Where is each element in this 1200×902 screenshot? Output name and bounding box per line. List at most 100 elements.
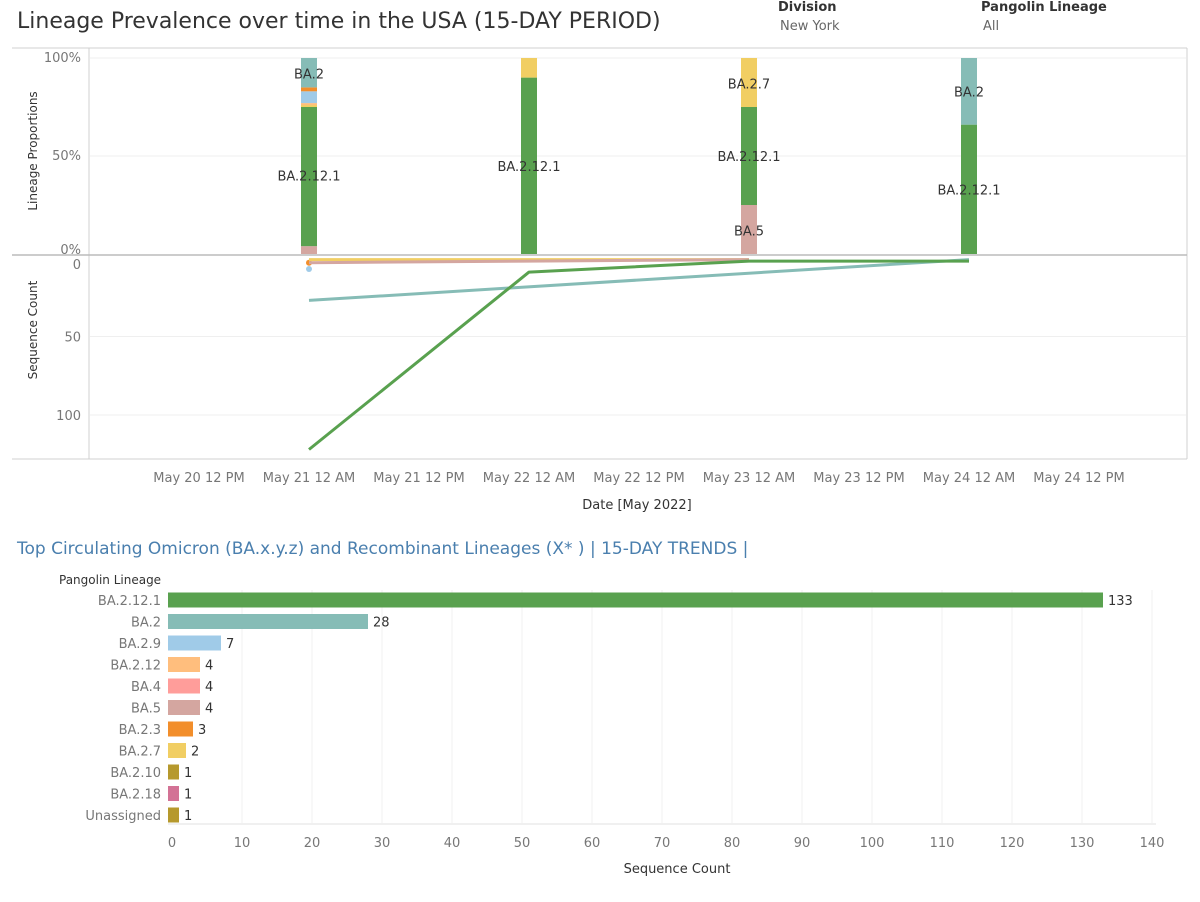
bar-unassigned (168, 807, 179, 823)
bar-ba-2-7 (168, 743, 186, 758)
bar-ba-2 (168, 614, 368, 629)
stack-segment-ba-2 (961, 58, 977, 125)
bar-x-tick-label: 110 (930, 836, 955, 851)
bar-value-label: 4 (205, 659, 213, 674)
proportion-tick-label: 100% (44, 51, 81, 66)
lineage-filter-label: Pangolin Lineage (981, 0, 1107, 15)
date-tick-label: May 24 12 AM (923, 471, 1015, 486)
bar-category-label: BA.4 (131, 680, 161, 695)
bar-category-label: BA.2 (131, 616, 161, 631)
date-tick-label: May 21 12 PM (373, 471, 464, 486)
bar-x-tick-label: 120 (1000, 836, 1025, 851)
bar-value-label: 28 (373, 616, 390, 631)
proportion-axis-title: Lineage Proportions (26, 91, 40, 210)
date-tick-label: May 20 12 PM (153, 471, 244, 486)
bar-x-axis-title: Sequence Count (624, 862, 731, 877)
stack-label: BA.2.12.1 (937, 183, 1000, 198)
bar-x-tick-label: 10 (234, 836, 251, 851)
stack-segment-ba-2-12-1 (521, 77, 537, 254)
bar-ba-2-9 (168, 635, 221, 651)
bar-value-label: 1 (184, 788, 192, 803)
stack-segment-ba-2-3 (301, 87, 317, 92)
stack-label: BA.2.12.1 (277, 170, 340, 185)
dashboard-title: Lineage Prevalence over time in the USA … (17, 9, 661, 34)
stack-label: BA.2.12.1 (717, 150, 780, 165)
bar-value-label: 3 (198, 723, 206, 738)
bar-ba-2-10 (168, 764, 179, 780)
stack-label: BA.5 (734, 224, 764, 239)
stack-segment-ba-2-9 (301, 91, 317, 104)
bar-x-tick-label: 100 (860, 836, 885, 851)
count-tick-label: 100 (56, 409, 81, 424)
date-tick-label: May 22 12 PM (593, 471, 684, 486)
bar-category-label: BA.2.12.1 (98, 594, 161, 609)
stack-segment-ba-2-12 (301, 103, 317, 106)
stack-segment-ba-2-7 (741, 58, 757, 107)
stack-segment-ba-5 (301, 246, 317, 254)
bar-category-label: BA.2.3 (119, 723, 161, 738)
bar-ba-4 (168, 678, 200, 694)
count-line-ba-5 (308, 258, 750, 265)
bar-ba-2-12-1 (168, 592, 1103, 608)
count-tick-label: 50 (64, 331, 81, 346)
stack-segment-ba-2-12-1 (741, 107, 757, 205)
bar-x-tick-label: 40 (444, 836, 461, 851)
category-header: Pangolin Lineage (59, 573, 161, 587)
bar-ba-2-3 (168, 721, 193, 737)
lineage-prevalence-chart: BA.2 BA.2.12.1 BA.2.12.1 BA.2.7 BA.2.12.1 BA.… (12, 47, 1188, 513)
proportion-tick-label: 50% (52, 149, 81, 164)
bar-x-tick-label: 70 (654, 836, 671, 851)
bar-x-tick-label: 90 (794, 836, 811, 851)
bar-value-label: 133 (1108, 594, 1133, 609)
bar-x-tick-label: 80 (724, 836, 741, 851)
count-line-ba-2-12-1 (308, 259, 969, 451)
bar-x-tick-label: 30 (374, 836, 391, 851)
stack-label: BA.2.7 (728, 77, 770, 92)
stack-segment-ba-2-12-1 (961, 124, 977, 254)
stack-label: BA.2.12.1 (497, 160, 560, 175)
bar-x-tick-label: 20 (304, 836, 321, 851)
bar-value-label: 7 (226, 637, 234, 652)
bar-value-label: 1 (184, 809, 192, 824)
bar-x-tick-label: 130 (1070, 836, 1095, 851)
bar-value-label: 2 (191, 745, 199, 760)
date-tick-label: May 22 12 AM (483, 471, 575, 486)
bar-x-tick-label: 50 (514, 836, 531, 851)
lineage-filter-value[interactable]: All (983, 19, 1000, 34)
bar-category-label: BA.2.7 (119, 745, 161, 760)
bar-ba-2-12 (168, 657, 200, 672)
division-filter[interactable]: Division New York (778, 0, 840, 34)
bar-ba-2-18 (168, 786, 179, 801)
bar-x-tick-label: 0 (168, 836, 176, 851)
stack-segment-ba-2-12-1 (301, 107, 317, 247)
bar-category-label: BA.2.18 (110, 788, 161, 803)
bar-category-label: BA.2.10 (110, 766, 161, 781)
stack-label: BA.2 (294, 68, 324, 83)
stack-segment-ba-2-7 (521, 58, 537, 78)
bar-x-tick-label: 140 (1140, 836, 1165, 851)
lineage-filter[interactable]: Pangolin Lineage All (981, 0, 1107, 34)
stack-segment-ba-2-7 (301, 105, 317, 107)
division-filter-value[interactable]: New York (780, 19, 840, 34)
top-lineages-bar-chart: Pangolin Lineage BA.2.12.1 133 BA.2 28 BA.2.… (59, 573, 1165, 877)
proportion-tick-label: 0% (60, 243, 81, 258)
bar-category-label: BA.2.9 (119, 637, 161, 652)
bar-value-label: 4 (205, 680, 213, 695)
date-tick-label: May 21 12 AM (263, 471, 355, 486)
count-line-ba-2 (308, 258, 970, 302)
bar-ba-5 (168, 700, 200, 715)
bar-category-label: Unassigned (85, 809, 161, 824)
division-filter-label: Division (778, 0, 837, 15)
bar-category-label: BA.2.12 (110, 659, 161, 674)
count-point-ba-2-9 (306, 265, 312, 272)
date-tick-label: May 23 12 PM (813, 471, 904, 486)
date-axis-title: Date [May 2022] (582, 498, 691, 513)
count-axis-title: Sequence Count (26, 280, 40, 379)
date-tick-label: May 24 12 PM (1033, 471, 1124, 486)
date-tick-label: May 23 12 AM (703, 471, 795, 486)
stack-segment-ba-5 (741, 205, 757, 254)
count-tick-label: 0 (73, 258, 81, 273)
stack-label: BA.2 (954, 85, 984, 100)
bar-value-label: 1 (184, 766, 192, 781)
top-lineages-title: Top Circulating Omicron (BA.x.y.z) and R… (17, 539, 749, 559)
